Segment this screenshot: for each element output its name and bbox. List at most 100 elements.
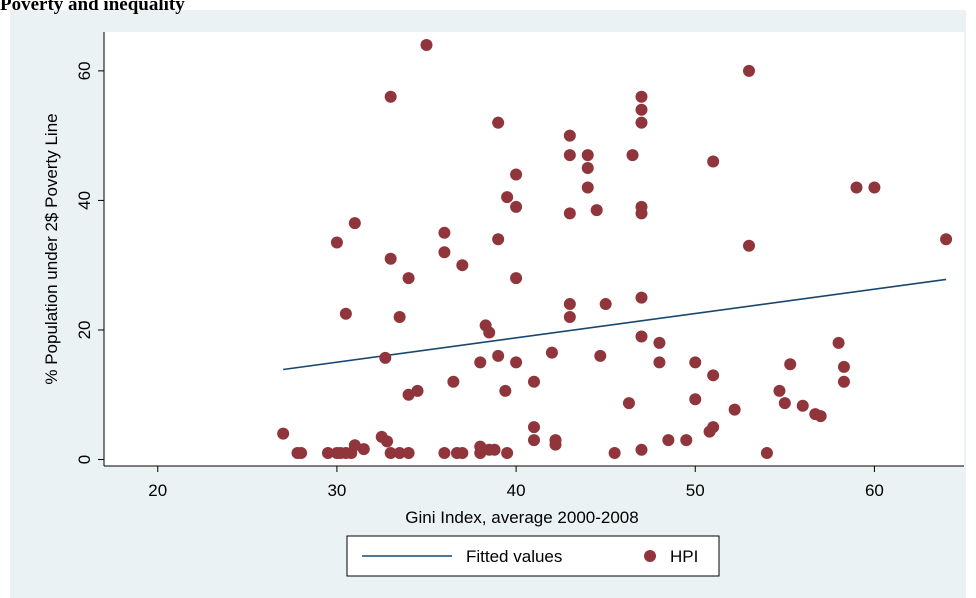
hpi-data-point xyxy=(635,207,648,220)
hpi-data-point xyxy=(563,149,576,162)
hpi-data-point xyxy=(563,129,576,142)
hpi-data-point xyxy=(689,393,702,406)
hpi-data-point xyxy=(608,447,621,460)
x-axis-label: Gini Index, average 2000-2008 xyxy=(405,508,638,527)
hpi-data-point xyxy=(680,434,693,447)
hpi-data-point xyxy=(635,103,648,116)
hpi-data-point xyxy=(622,397,635,410)
hpi-data-point xyxy=(456,259,469,272)
hpi-data-point xyxy=(474,356,487,369)
hpi-data-point xyxy=(594,349,607,362)
hpi-data-point xyxy=(778,397,791,410)
hpi-data-point xyxy=(510,356,523,369)
hpi-data-point xyxy=(635,443,648,456)
hpi-data-point xyxy=(773,384,786,397)
hpi-data-point xyxy=(330,236,343,249)
hpi-data-point xyxy=(510,168,523,181)
x-tick-label: 40 xyxy=(507,481,526,500)
hpi-data-point xyxy=(501,191,514,204)
hpi-data-point xyxy=(510,272,523,285)
legend: Fitted values HPI xyxy=(346,535,720,577)
hpi-data-point xyxy=(662,434,675,447)
x-tick-label: 30 xyxy=(327,481,346,500)
hpi-data-point xyxy=(837,375,850,388)
plot-area xyxy=(104,32,964,466)
hpi-data-point xyxy=(689,356,702,369)
hpi-data-point xyxy=(501,447,514,460)
hpi-data-point xyxy=(549,438,562,451)
hpi-data-point xyxy=(528,375,540,388)
hpi-data-point xyxy=(483,326,496,339)
hpi-data-point xyxy=(635,90,648,103)
hpi-data-point xyxy=(581,149,594,162)
hpi-data-point xyxy=(868,181,881,194)
hpi-data-point xyxy=(728,403,741,416)
hpi-data-point xyxy=(393,311,406,324)
legend-hpi-swatch xyxy=(644,550,656,562)
hpi-data-point xyxy=(402,272,415,285)
fitted-values-line-group xyxy=(283,278,947,371)
hpi-data-point xyxy=(393,447,406,460)
hpi-data-point xyxy=(796,399,809,412)
fitted-values-line xyxy=(283,278,947,371)
hpi-data-point xyxy=(381,435,394,448)
hpi-data-point xyxy=(703,425,716,438)
hpi-data-point xyxy=(760,447,773,460)
hpi-data-point xyxy=(357,443,370,456)
hpi-data-point xyxy=(438,226,451,239)
hpi-data-point xyxy=(438,447,451,460)
hpi-data-point xyxy=(499,384,512,397)
hpi-data-point xyxy=(488,443,501,456)
hpi-points-group xyxy=(277,38,953,460)
hpi-data-point xyxy=(653,356,666,369)
hpi-data-point xyxy=(837,360,850,373)
hpi-data-point xyxy=(832,336,845,349)
hpi-data-point xyxy=(626,149,639,162)
hpi-data-point xyxy=(528,421,540,434)
hpi-data-point xyxy=(563,311,576,324)
hpi-data-point xyxy=(384,252,397,265)
hpi-data-point xyxy=(438,246,451,259)
hpi-data-point xyxy=(581,162,594,175)
hpi-data-point xyxy=(384,447,397,460)
hpi-data-point xyxy=(384,90,397,103)
hpi-data-point xyxy=(277,427,290,440)
hpi-data-point xyxy=(447,375,460,388)
hpi-data-point xyxy=(492,233,505,246)
x-tick-label: 50 xyxy=(686,481,705,500)
hpi-data-point xyxy=(510,200,523,213)
hpi-data-point xyxy=(545,346,558,359)
hpi-data-point xyxy=(492,349,505,362)
x-tick-label: 20 xyxy=(148,481,167,500)
hpi-data-point xyxy=(707,155,720,168)
y-tick-label: 0 xyxy=(75,455,94,464)
hpi-data-point xyxy=(348,217,361,230)
y-tick-label: 20 xyxy=(75,321,94,340)
hpi-data-point xyxy=(411,384,424,397)
hpi-data-point xyxy=(635,330,648,343)
hpi-data-point xyxy=(420,38,433,51)
hpi-data-point xyxy=(528,434,540,447)
hpi-data-point xyxy=(850,181,863,194)
hpi-data-point xyxy=(653,336,666,349)
hpi-data-point xyxy=(492,116,505,129)
x-axis-ticks: 20 30 40 50 60 xyxy=(148,466,884,500)
hpi-data-point xyxy=(563,207,576,220)
hpi-data-point xyxy=(291,447,304,460)
legend-fitted-values-label: Fitted values xyxy=(466,547,562,566)
hpi-data-point xyxy=(814,410,827,423)
hpi-data-point xyxy=(581,181,594,194)
hpi-data-point xyxy=(707,369,720,382)
y-axis-label: % Population under 2$ Poverty Line xyxy=(42,113,61,384)
hpi-data-point xyxy=(743,64,755,77)
hpi-data-point xyxy=(402,447,415,460)
hpi-data-point xyxy=(599,298,612,311)
hpi-data-point xyxy=(743,239,755,252)
hpi-data-point xyxy=(339,307,352,320)
y-tick-label: 40 xyxy=(75,191,94,210)
hpi-data-point xyxy=(635,116,648,129)
hpi-data-point xyxy=(379,351,392,364)
hpi-data-point xyxy=(456,447,469,460)
hpi-data-point xyxy=(590,204,603,217)
